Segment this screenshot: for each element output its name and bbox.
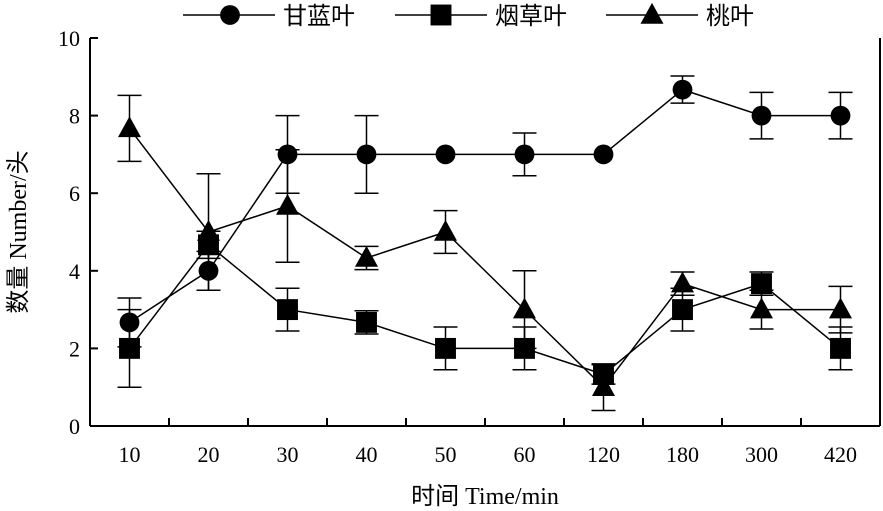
y-tick-label: 4 bbox=[69, 259, 80, 284]
data-point bbox=[751, 105, 772, 126]
data-point bbox=[830, 337, 851, 359]
x-tick-label: 50 bbox=[435, 442, 457, 467]
data-point bbox=[277, 299, 298, 321]
data-point bbox=[593, 144, 614, 165]
data-point bbox=[435, 337, 456, 359]
legend-item: 烟草叶 bbox=[395, 3, 567, 30]
legend-marker bbox=[430, 4, 452, 26]
legend: 甘蓝叶 烟草叶 桃叶 bbox=[183, 2, 754, 30]
x-tick-label: 40 bbox=[356, 442, 378, 467]
x-tick-label: 20 bbox=[198, 442, 220, 467]
data-point bbox=[830, 105, 851, 126]
legend-marker bbox=[220, 5, 240, 25]
data-point bbox=[513, 297, 536, 319]
data-point bbox=[592, 375, 615, 396]
series-line bbox=[128, 243, 841, 376]
data-point bbox=[829, 297, 852, 319]
series-circle bbox=[117, 75, 853, 348]
data-point bbox=[276, 193, 299, 215]
series-triangle bbox=[117, 94, 853, 412]
legend-label: 烟草叶 bbox=[495, 3, 567, 30]
data-point bbox=[355, 245, 378, 267]
series-line bbox=[129, 88, 841, 324]
x-tick-label: 300 bbox=[745, 442, 778, 467]
series-square bbox=[117, 230, 853, 388]
axes: 0 2 4 6 8 10 10 20 30 40 50 60 120 180 300 420 bbox=[58, 26, 881, 467]
data-point bbox=[118, 116, 141, 138]
legend-label: 甘蓝叶 bbox=[283, 3, 355, 30]
data-point bbox=[119, 337, 140, 359]
legend-label: 桃叶 bbox=[706, 3, 754, 30]
y-tick-label: 2 bbox=[69, 336, 80, 361]
x-tick-label: 180 bbox=[666, 442, 699, 467]
y-tick-label: 10 bbox=[58, 26, 80, 51]
y-tick-label: 8 bbox=[69, 104, 80, 129]
x-tick-label: 60 bbox=[514, 442, 536, 467]
x-tick-label: 30 bbox=[277, 442, 299, 467]
data-point bbox=[435, 144, 456, 165]
x-tick-label: 120 bbox=[587, 442, 620, 467]
data-point bbox=[672, 79, 693, 100]
legend-item: 桃叶 bbox=[606, 2, 754, 30]
series-layer bbox=[117, 75, 853, 412]
y-tick-label: 6 bbox=[69, 181, 80, 206]
y-tick-label: 0 bbox=[69, 414, 80, 439]
data-point bbox=[356, 311, 377, 333]
x-tick-label: 420 bbox=[824, 442, 857, 467]
x-tick-label: 10 bbox=[119, 442, 141, 467]
legend-marker bbox=[640, 2, 664, 24]
y-axis-title: 数量 Number/头 bbox=[5, 150, 32, 313]
data-point bbox=[751, 273, 772, 295]
data-point bbox=[434, 219, 457, 241]
data-point bbox=[514, 144, 535, 165]
data-point bbox=[356, 144, 377, 165]
data-point bbox=[750, 297, 773, 319]
series-line bbox=[128, 127, 841, 389]
data-point bbox=[672, 299, 693, 321]
data-point bbox=[671, 271, 694, 293]
x-axis-title: 时间 Time/min bbox=[411, 483, 559, 510]
data-point bbox=[197, 219, 220, 241]
legend-item: 甘蓝叶 bbox=[183, 3, 355, 30]
